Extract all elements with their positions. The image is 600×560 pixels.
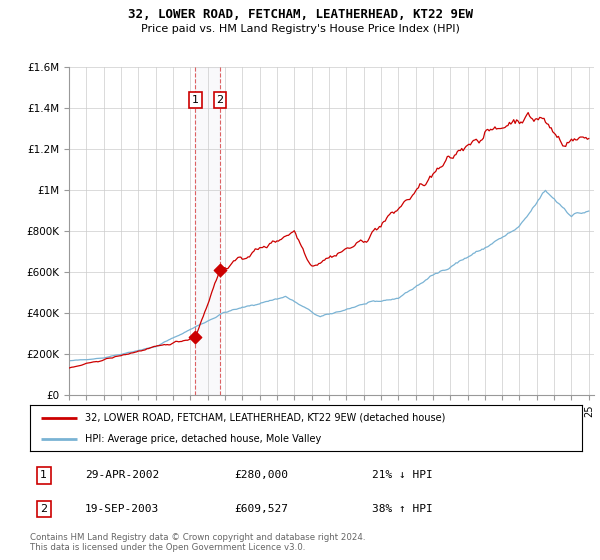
Text: £609,527: £609,527	[234, 504, 288, 514]
Text: 19-SEP-2003: 19-SEP-2003	[85, 504, 160, 514]
Bar	[196, 67, 220, 395]
Text: Price paid vs. HM Land Registry's House Price Index (HPI): Price paid vs. HM Land Registry's House …	[140, 24, 460, 34]
Text: This data is licensed under the Open Government Licence v3.0.: This data is licensed under the Open Gov…	[30, 543, 305, 552]
Text: 1: 1	[192, 95, 199, 105]
Text: 29-APR-2002: 29-APR-2002	[85, 470, 160, 480]
Point	[215, 265, 225, 274]
Point	[191, 333, 200, 342]
Text: 1: 1	[40, 470, 47, 480]
Text: 38% ↑ HPI: 38% ↑ HPI	[372, 504, 433, 514]
Text: 32, LOWER ROAD, FETCHAM, LEATHERHEAD, KT22 9EW (detached house): 32, LOWER ROAD, FETCHAM, LEATHERHEAD, KT…	[85, 413, 446, 423]
Text: £280,000: £280,000	[234, 470, 288, 480]
Text: 2: 2	[40, 504, 47, 514]
Text: 32, LOWER ROAD, FETCHAM, LEATHERHEAD, KT22 9EW: 32, LOWER ROAD, FETCHAM, LEATHERHEAD, KT…	[128, 8, 473, 21]
Text: HPI: Average price, detached house, Mole Valley: HPI: Average price, detached house, Mole…	[85, 435, 322, 444]
Text: Contains HM Land Registry data © Crown copyright and database right 2024.: Contains HM Land Registry data © Crown c…	[30, 533, 365, 542]
Text: 21% ↓ HPI: 21% ↓ HPI	[372, 470, 433, 480]
Text: 2: 2	[217, 95, 223, 105]
